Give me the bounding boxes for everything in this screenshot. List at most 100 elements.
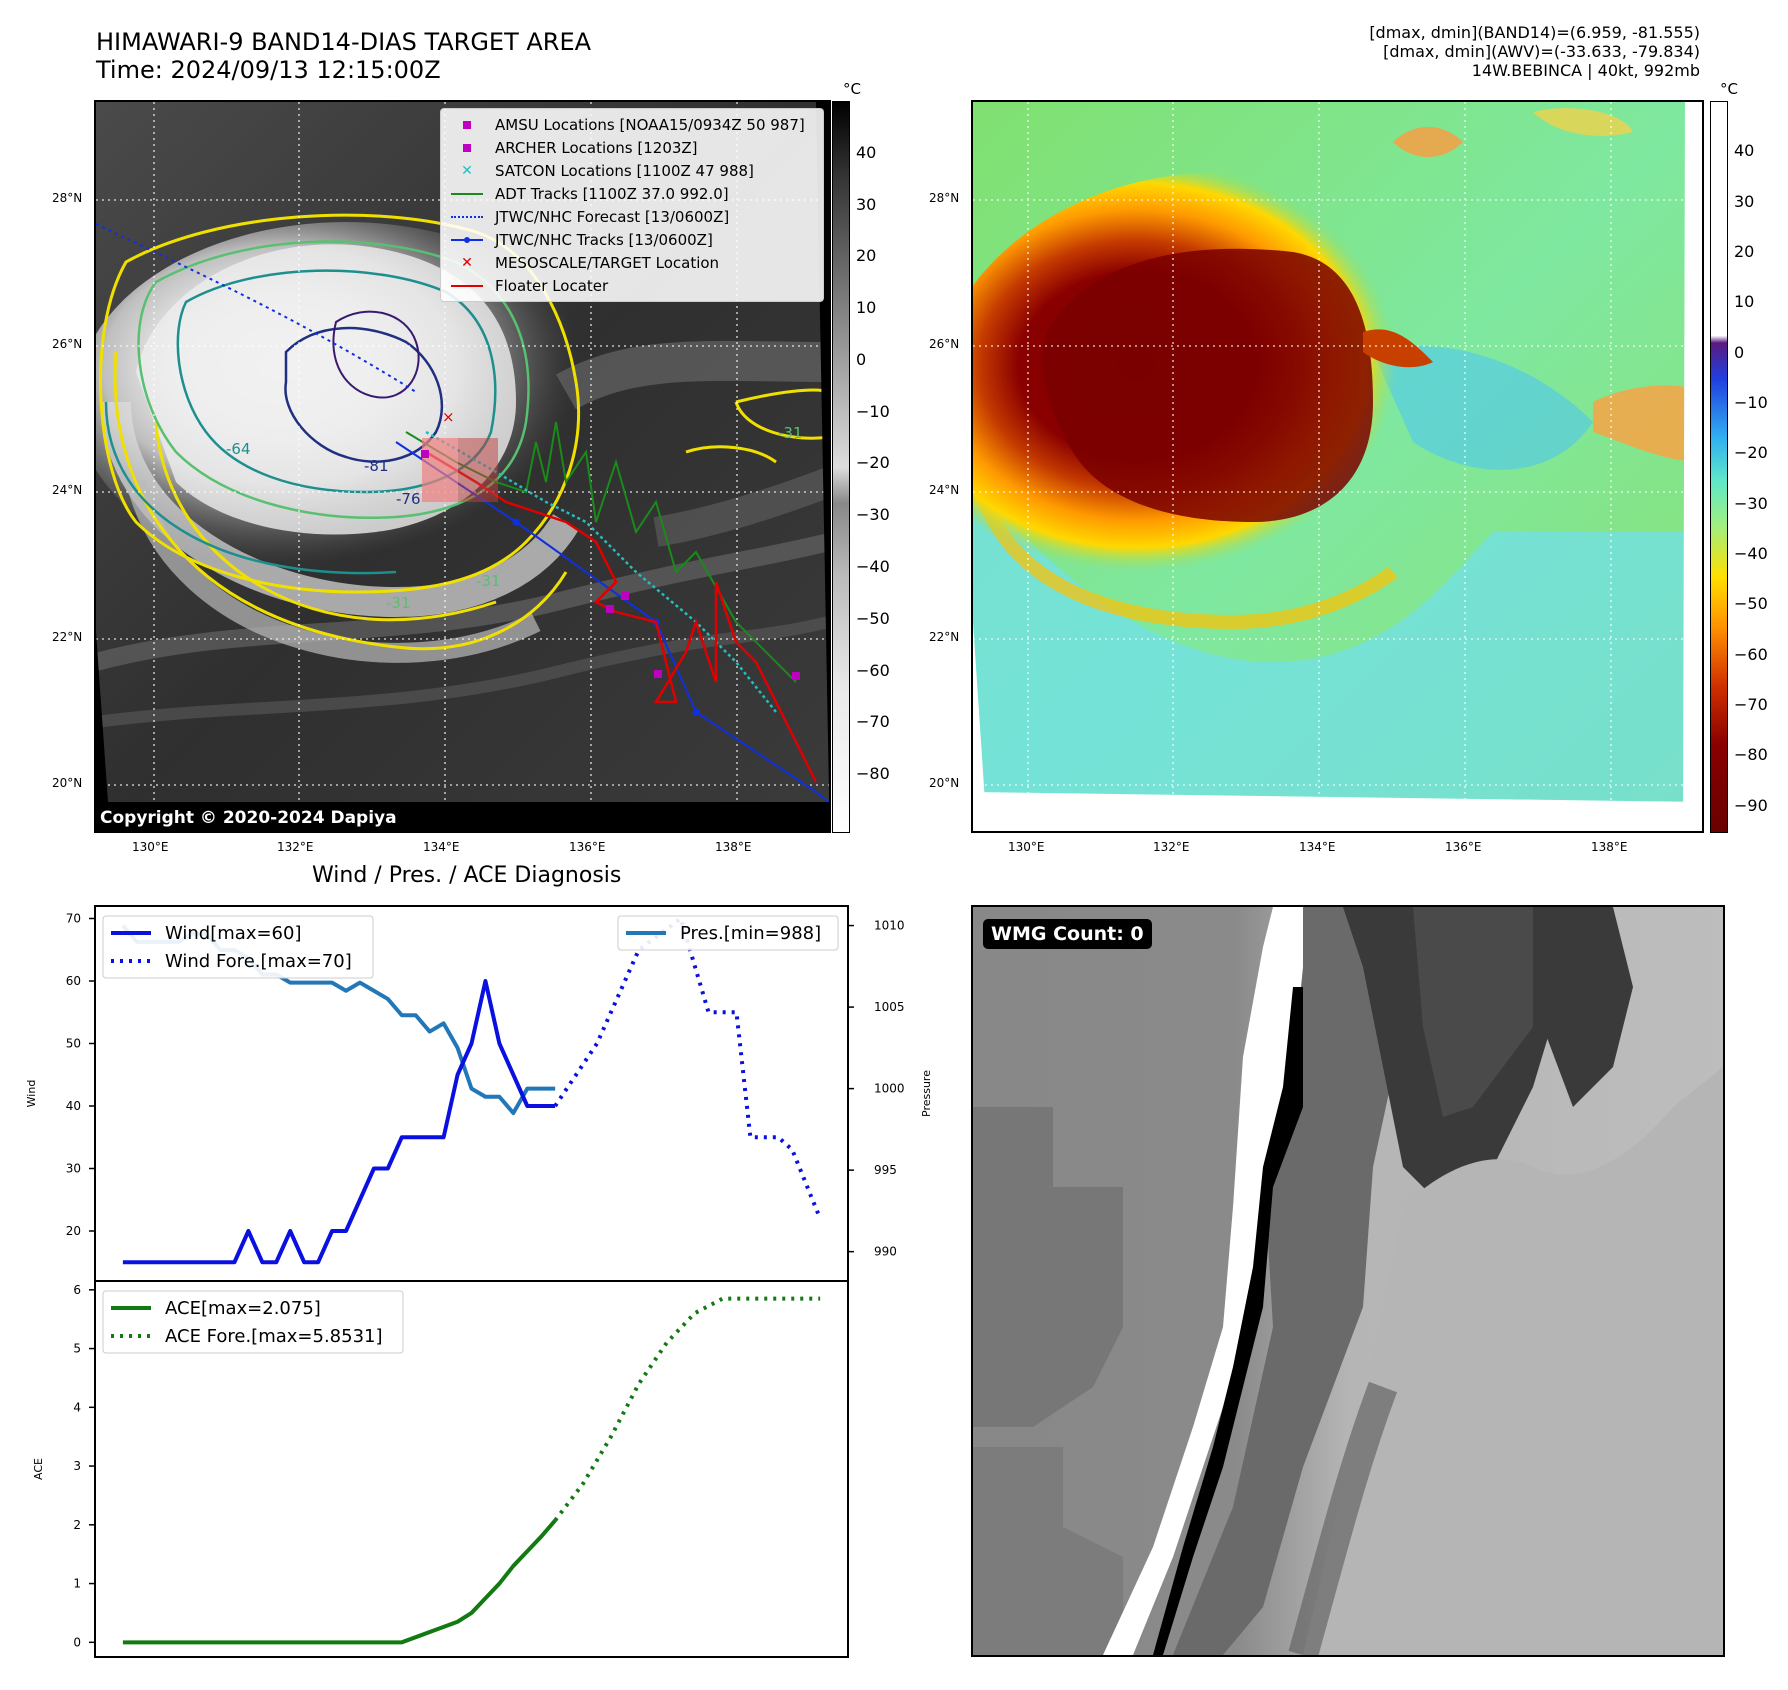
wind-line [122,979,556,1265]
legend-label: ADT Tracks [1100Z 37.0 992.0] [495,184,729,203]
lat-label: 24°N [52,483,83,497]
legend-row-amsu: AMSU Locations [NOAA15/0934Z 50 987] [449,113,815,136]
legend-row-target: ✕ MESOSCALE/TARGET Location [449,251,815,274]
colorbar-tick-label: −70 [856,712,890,732]
colorbar-tick-label: −60 [856,660,890,680]
colorbar-tick-label: 30 [856,194,877,214]
lat-label: 26°N [929,337,960,351]
info-line2: [dmax, dmin](AWV)=(-33.633, -79.834) [1383,42,1700,61]
x-marker-icon: ✕ [461,254,473,271]
wind-forecast-line [553,916,822,1220]
colorbar-tick-label: 20 [856,246,877,266]
lon-label: 134°E [423,840,460,854]
legend-row-tracks: JTWC/NHC Tracks [13/0600Z] [449,228,815,251]
y2-tick-label: 1005 [874,1000,905,1014]
y-tick-label: 40 [66,1099,81,1113]
colorbar-tick-label: −70 [1734,695,1768,715]
awv-imagery [973,102,1702,831]
colorbar-tick-label: 10 [1734,292,1755,312]
colorbar-tick-label: −30 [856,505,890,525]
wmg-imagery [973,907,1723,1655]
y2-tick-label: 1010 [874,919,905,933]
wind-axis-label: Wind [25,1080,38,1108]
colorbar-tick-label: −20 [856,453,890,473]
legend-label: AMSU Locations [NOAA15/0934Z 50 987] [495,115,805,134]
y-tick-label: 50 [66,1037,81,1051]
lat-label: 22°N [52,630,83,644]
y-tick-label: 30 [66,1162,81,1176]
pressure-legend [617,915,839,951]
ace-tick-label: 2 [73,1518,81,1532]
lat-label: 20°N [929,776,960,790]
dotted-line-icon [449,210,485,224]
legend-entry-label: ACE Fore.[max=5.8531] [165,1326,383,1347]
y2-tick-label: 995 [874,1163,897,1177]
wmg-panel: WMG Count: 0 [971,905,1725,1657]
lon-label: 134°E [1299,840,1336,854]
ace-line [122,1519,557,1645]
ace-axis-label: ACE [32,1458,45,1480]
colorbar-tick-label: 40 [1734,141,1755,161]
colorbar-right-unit: °C [1720,80,1738,98]
colorbar-tick-label: −30 [1734,493,1768,513]
colorbar-tick-label: 30 [1734,191,1755,211]
colorbar-tick-label: 0 [856,349,867,369]
square-marker-icon [449,118,485,132]
data-range-info: [dmax, dmin](BAND14)=(6.959, -81.555) [d… [1200,23,1700,80]
line-dot-icon [449,233,485,247]
svg-text:×: × [442,408,455,426]
legend-label: Floater Locater [495,276,609,295]
legend-entry-label: Wind Fore.[max=70] [165,951,352,972]
colorbar-tick-label: −50 [856,608,890,628]
x-marker-icon: ✕ [461,162,473,179]
band14-title: HIMAWARI-9 BAND14-DIAS TARGET AREA Time:… [96,28,591,84]
y-tick-label: 20 [66,1224,81,1238]
colorbar-tick-label: −80 [1734,745,1768,765]
title-line1: HIMAWARI-9 BAND14-DIAS TARGET AREA [96,28,592,56]
ace-tick-label: 1 [73,1577,81,1591]
map-legend: AMSU Locations [NOAA15/0934Z 50 987] ARC… [440,108,824,302]
info-line3: 14W.BEBINCA | 40kt, 992mb [1471,61,1700,80]
lat-label: 24°N [929,483,960,497]
colorbar-left-unit: °C [843,80,861,98]
legend-entry-label: Pres.[min=988] [680,923,821,944]
colorbar-tick-label: −50 [1734,594,1768,614]
lon-label: 136°E [1445,840,1482,854]
awv-map-panel [971,100,1704,833]
ace-legend [102,1290,404,1354]
square-marker-icon [449,141,485,155]
legend-row-satcon: ✕ SATCON Locations [1100Z 47 988] [449,159,815,182]
legend-entry-label: ACE[max=2.075] [165,1298,321,1319]
line-swatch-icon [449,279,485,293]
colorbar-right [1710,101,1728,833]
colorbar-tick-label: −10 [1734,393,1768,413]
contour-label: -64 [226,440,251,458]
legend-row-adt: ADT Tracks [1100Z 37.0 992.0] [449,182,815,205]
wmg-count-badge: WMG Count: 0 [983,919,1152,949]
y-tick-label: 60 [66,974,81,988]
ace-axes-frame [94,1280,849,1658]
y-tick-label: 70 [66,912,81,926]
wind-legend [102,915,374,979]
legend-label: JTWC/NHC Tracks [13/0600Z] [495,230,713,249]
title-line2: Time: 2024/09/13 12:15:00Z [96,56,441,84]
legend-row-floater: Floater Locater [449,274,815,297]
colorbar-tick-label: −90 [1734,795,1768,815]
legend-entry-label: Wind[max=60] [165,923,302,944]
lon-label: 136°E [569,840,606,854]
contour-label: -81 [364,457,389,475]
colorbar-tick-label: 40 [856,142,877,162]
legend-label: JTWC/NHC Forecast [13/0600Z] [495,207,730,226]
lon-label: 130°E [1008,840,1045,854]
line-swatch-icon [449,187,485,201]
legend-label: ARCHER Locations [1203Z] [495,138,698,157]
ace-tick-label: 6 [73,1283,81,1297]
colorbar-tick-label: −40 [856,556,890,576]
legend-label: SATCON Locations [1100Z 47 988] [495,161,754,180]
ace-tick-label: 5 [73,1342,81,1356]
ace-tick-label: 4 [73,1400,81,1414]
diagnosis-title: Wind / Pres. / ACE Diagnosis [312,863,622,888]
colorbar-tick-label: −20 [1734,443,1768,463]
lon-label: 138°E [715,840,752,854]
